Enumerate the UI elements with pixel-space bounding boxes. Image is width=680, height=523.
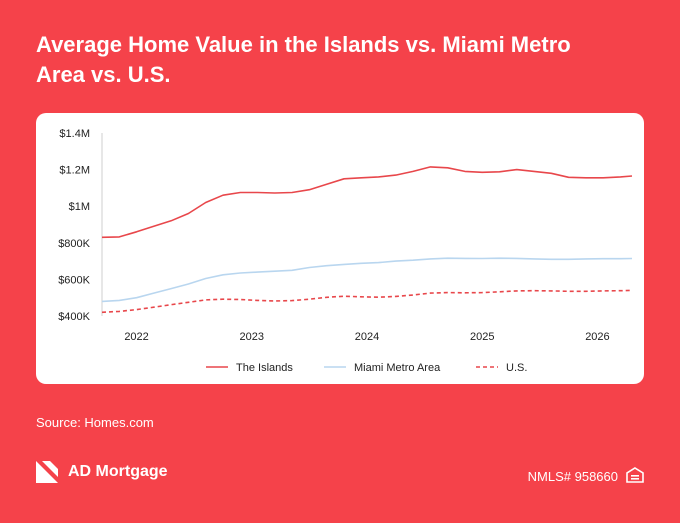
x-tick-label: 2022 [124, 331, 148, 343]
y-tick-label: $600K [58, 274, 90, 286]
y-tick-label: $1.2M [59, 165, 90, 177]
chart-card: $400K $600K $800K $1M $1.2M $1.4M 2022 2023 2024… [36, 113, 644, 384]
title-line-2: Area vs. U.S. [36, 62, 171, 87]
x-tick-label: 2026 [585, 331, 609, 343]
ad-mortgage-logo-icon [36, 461, 58, 483]
y-tick-label: $1M [69, 201, 90, 213]
nmls-number: NMLS# 958660 [527, 469, 618, 484]
source-note: Source: Homes.com [36, 415, 154, 430]
x-tick-label: 2025 [470, 331, 494, 343]
y-tick-label: $1.4M [59, 128, 90, 140]
brand-logo: AD Mortgage [36, 461, 168, 483]
legend-label: U.S. [506, 362, 527, 374]
equal-housing-icon [626, 467, 644, 483]
title-line-1: Average Home Value in the Islands vs. Mi… [36, 32, 571, 57]
y-tick-label: $400K [58, 311, 90, 323]
series-line-u-s [101, 289, 633, 314]
x-tick-label: 2024 [355, 331, 379, 343]
brand-name: AD Mortgage [68, 463, 168, 480]
legend-label: The Islands [236, 362, 293, 374]
legend-label: Miami Metro Area [354, 362, 441, 374]
line-chart: $400K $600K $800K $1M $1.2M $1.4M 2022 2023 2024… [58, 128, 633, 374]
x-tick-label: 2023 [240, 331, 264, 343]
series-line-the-islands [101, 166, 633, 239]
chart-title: Average Home Value in the Islands vs. Mi… [36, 30, 656, 90]
series-line-miami-metro-area [101, 257, 633, 303]
y-tick-label: $800K [58, 238, 90, 250]
